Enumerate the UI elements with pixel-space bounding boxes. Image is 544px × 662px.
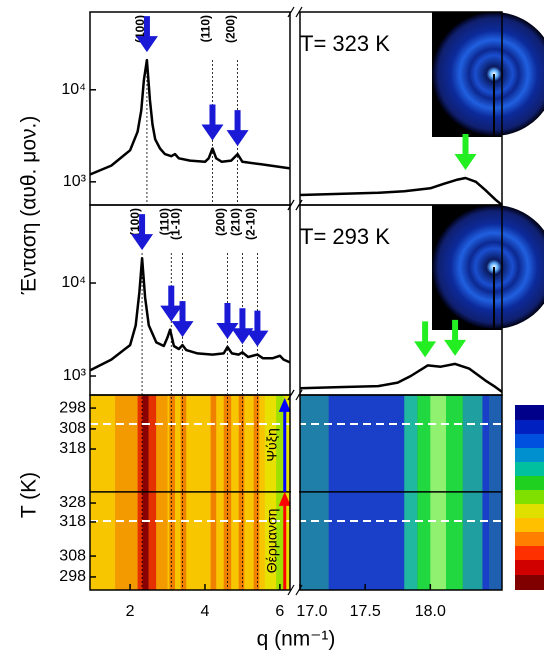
x-tick-label: 17.0 xyxy=(296,603,327,620)
peak-arrow xyxy=(201,104,224,141)
x-tick-label: 18.0 xyxy=(415,603,446,620)
peak-arrow xyxy=(171,301,194,338)
x-tick-label: 6 xyxy=(275,603,284,620)
peak-label: (110) xyxy=(199,15,213,42)
peak-arrow xyxy=(454,134,477,171)
peak-arrow xyxy=(160,285,183,322)
intensity-line xyxy=(299,176,503,206)
peak-label: (1-10) xyxy=(169,208,183,240)
y-axis-title: T (K) xyxy=(18,472,41,518)
x-tick-label: 2 xyxy=(126,603,135,620)
y-tick-label: 318 xyxy=(59,513,86,530)
inset-293 xyxy=(432,205,544,330)
y-tick-label: 308 xyxy=(59,420,86,437)
peak-label: (100) xyxy=(133,15,147,43)
peak-arrow xyxy=(414,321,437,358)
axis-break xyxy=(291,395,299,590)
intensity-line xyxy=(89,256,291,372)
colorbar xyxy=(515,405,544,590)
break-mark xyxy=(287,6,303,18)
inset-323 xyxy=(432,12,544,137)
peak-arrow xyxy=(246,310,269,347)
x-tick-label: 17.5 xyxy=(350,603,381,620)
peak-label: (100) xyxy=(128,208,142,236)
y-tick-label: 308 xyxy=(59,547,86,564)
peak-arrow xyxy=(226,110,249,147)
temperature-annotation: T= 293 K xyxy=(300,224,390,249)
panel-frame xyxy=(89,204,291,396)
panel-frame xyxy=(89,11,291,206)
y-tick-label: 10⁴ xyxy=(61,274,86,291)
peak-arrow xyxy=(444,319,467,356)
break-mark xyxy=(287,389,303,401)
peak-label: (2-10) xyxy=(244,208,258,240)
x-axis-title: q (nm⁻¹) xyxy=(257,628,336,651)
peak-label: (200) xyxy=(214,208,228,236)
temperature-annotation: T= 323 K xyxy=(300,31,390,56)
peak-arrow xyxy=(135,16,158,53)
intensity-line xyxy=(89,58,291,176)
peak-label: (200) xyxy=(224,15,238,43)
y-tick-label: 328 xyxy=(59,494,86,511)
y-tick-label: 298 xyxy=(59,399,86,416)
direction-label: Θέρμανση xyxy=(263,509,279,574)
panel-frame xyxy=(89,394,291,591)
peak-label: (210) xyxy=(229,208,243,236)
peak-arrow xyxy=(131,214,154,251)
panel-frame xyxy=(299,394,503,591)
y-tick-label: 318 xyxy=(59,440,86,457)
y-tick-label: 298 xyxy=(59,568,86,585)
direction-arrow-head xyxy=(278,491,291,506)
break-mark xyxy=(287,199,303,211)
y-tick-label: 10³ xyxy=(63,367,87,384)
y-tick-label: 10⁴ xyxy=(61,81,86,98)
y-tick-label: 10³ xyxy=(63,173,87,190)
break-mark xyxy=(287,584,303,596)
intensity-line xyxy=(299,362,503,393)
peak-arrow xyxy=(231,308,254,345)
direction-arrow-head xyxy=(278,397,291,412)
peak-label: (110) xyxy=(157,208,171,235)
x-tick-label: 4 xyxy=(201,603,210,620)
y-axis-title: Ένταση (αυθ. μον.) xyxy=(18,116,41,296)
direction-label: Ψύξη xyxy=(263,428,279,461)
